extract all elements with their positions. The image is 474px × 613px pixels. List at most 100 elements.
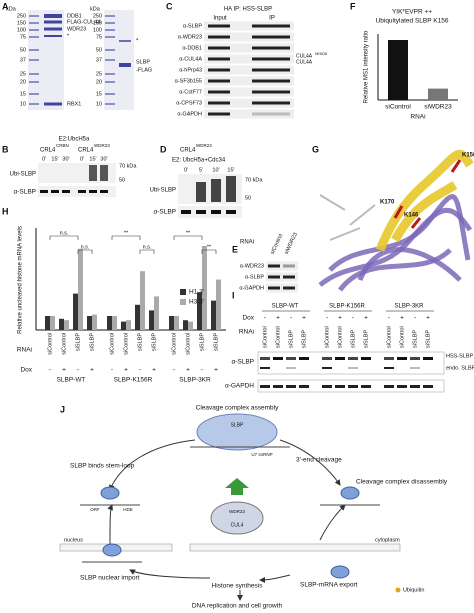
dox-tick-label: + [186,367,190,374]
ligase-label: CRL4 [78,148,94,154]
legend-label: H3 3' [189,299,204,306]
ladder-band [29,22,39,24]
marker-label: 37 [96,57,102,63]
ladder-band [105,36,115,38]
step-label: Cleavage complex disassembly [356,479,448,486]
band [181,210,191,214]
rnai-tick-label: siSLBP [412,330,418,348]
protein-band [119,63,131,67]
row-label: α-SLBP [231,359,254,366]
ladder-band [105,73,115,75]
group-label: SLBP-3KR [179,377,211,384]
ladder-band [105,93,115,95]
ladder-band [29,81,39,83]
dox-tick-label: - [264,315,266,322]
ligase-label: CRL4 [180,148,196,154]
ladder-band [105,59,115,61]
significance-bracket [173,235,203,240]
dox-tick-label: - [173,367,175,374]
bar [149,310,154,330]
step-label: SLBP-mRNA export [300,582,358,589]
ladder-band [105,22,115,24]
column-label: IP [269,16,275,22]
band [410,357,420,360]
band [252,112,290,116]
time-label: 0' [80,156,84,162]
residue-label: K170 [380,200,395,206]
rnai-tick-label: siSLBP [151,333,157,351]
significance-bracket [111,235,141,240]
band [252,79,290,83]
row-label: α-DDB1 [182,45,202,51]
rnai-tick-label: siControl [47,333,53,355]
slbp [102,543,122,557]
group-label: SLBP-3KR [394,304,424,310]
marker-label: 25 [96,71,102,77]
band-label: FLAG-CUL4A [67,19,101,25]
ribbon [338,248,452,292]
dox-tick-label: - [77,367,79,374]
y-axis-label: Relative MS1 intensity ratio [364,30,370,103]
band [322,385,332,388]
residue-label: K156 [462,153,474,159]
time-label: 10' [212,167,219,173]
band [286,357,296,360]
dox-tick-label: - [326,315,328,322]
dox-tick-label: - [111,367,113,374]
marker-label: 15 [20,91,26,97]
bar [183,320,188,330]
bar [388,40,408,100]
protein-band [44,14,62,18]
bar [174,316,179,330]
lysine [450,159,462,173]
node-label: ORF [90,507,100,512]
blot [204,87,294,97]
blot [204,21,294,31]
panel-label: E [232,244,238,254]
membrane [189,543,401,552]
band [348,385,358,388]
smear [100,165,108,181]
bar [45,316,50,330]
row-label: α-WDR23 [240,263,264,269]
band [252,90,290,94]
group-label: SLBP-K156R [114,377,153,384]
row-label: α-SLBP [153,209,176,216]
column-label: Input [213,16,227,22]
significance-bracket [139,249,155,254]
marker-label: 37 [20,57,26,63]
marker-label: 75 [20,34,26,40]
x-tick-label: siWDR23 [424,104,452,111]
band [286,367,296,369]
panel-label: I [232,290,235,300]
legend-swatch [180,289,186,295]
ubiquitin-key [395,587,401,593]
ladder-band [105,29,115,31]
band [384,367,394,369]
side-chain [319,194,346,211]
bar [50,316,55,330]
rnai-tick-label: siControl [275,326,281,348]
bar [169,316,174,330]
cycle-arrow [259,574,291,583]
marker-label: 70 kDa [245,177,263,183]
row-label: α-SLBP [245,274,264,280]
bar [216,279,221,330]
band [286,385,296,388]
cycle-arrow [109,439,196,491]
bar [140,271,145,330]
group-label: SLBP-WT [272,304,299,310]
unit-label: kDa [90,6,101,12]
significance-label: ** [207,244,212,250]
row-label: α-GAPDH [225,383,254,390]
dox-tick-label: + [62,367,66,374]
band [78,190,86,193]
complex [196,413,278,451]
marker-label: 100 [93,27,102,33]
marker-label: 150 [17,20,26,26]
band [348,357,358,360]
cycle-arrow [129,569,211,579]
lysine [410,217,422,229]
band [348,367,358,369]
blot [204,43,294,53]
